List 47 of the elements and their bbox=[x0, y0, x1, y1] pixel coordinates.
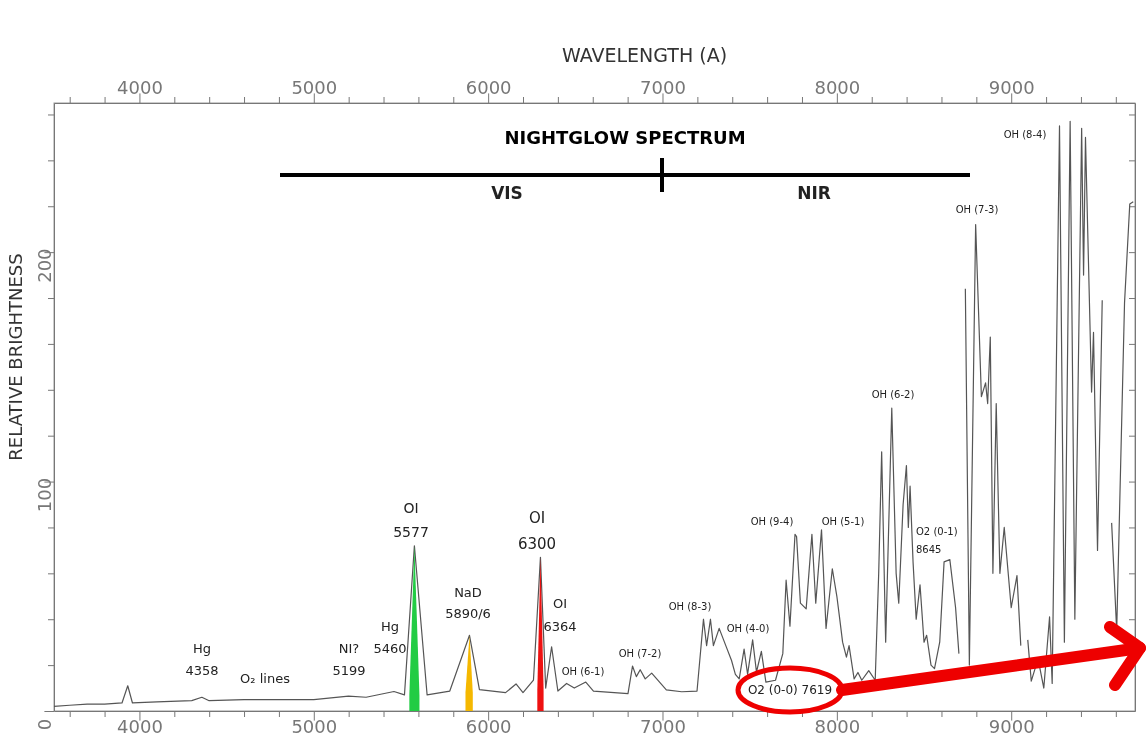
annotation: NI? bbox=[338, 640, 360, 656]
annotation: 5890/6 bbox=[445, 605, 491, 621]
x2-tick-label: 8000 bbox=[814, 77, 861, 98]
annotation: Hg bbox=[380, 618, 400, 634]
annotation: O2 (0-1) bbox=[916, 525, 958, 537]
x-tick-label: 6000 bbox=[465, 715, 512, 737]
x2-tick-label: 4000 bbox=[117, 77, 163, 98]
annotation: OH (7-2) bbox=[618, 647, 662, 659]
annotation: OI bbox=[528, 509, 546, 528]
annotation: 5460 bbox=[373, 640, 407, 656]
annotation: OH (6-1) bbox=[561, 665, 605, 677]
x2-tick-label: 5000 bbox=[291, 77, 338, 98]
x-tick-label: 9000 bbox=[988, 715, 1035, 737]
annotation: 6364 bbox=[543, 618, 577, 634]
annotation: 4358 bbox=[185, 662, 219, 678]
annotation: Hg bbox=[192, 640, 212, 656]
annotation: OH (8-4) bbox=[1003, 128, 1047, 140]
y-axis-title: RELATIVE BRIGHTNESS bbox=[5, 253, 26, 461]
x-tick-label: 7000 bbox=[640, 715, 686, 737]
annotation: VIS bbox=[491, 182, 523, 203]
x2-tick-label: 9000 bbox=[988, 77, 1035, 98]
annotation: O2 (0-0) 7619 bbox=[747, 683, 833, 698]
annotation: NIR bbox=[797, 182, 831, 203]
x-tick-label: 8000 bbox=[814, 715, 861, 737]
x2-axis-title: WAVELENGTH (A) bbox=[561, 44, 728, 66]
annotation: 8645 bbox=[916, 543, 942, 555]
y-tick-label: 0 bbox=[34, 718, 56, 731]
annotation: OH (6-2) bbox=[871, 388, 915, 400]
annotation: 5577 bbox=[393, 523, 429, 540]
x2-tick-label: 7000 bbox=[640, 77, 686, 98]
annotation: OH (8-3) bbox=[668, 600, 712, 612]
annotation: OH (4-0) bbox=[726, 622, 770, 634]
x-tick-label: 4000 bbox=[117, 715, 163, 737]
annotation: NaD bbox=[454, 584, 482, 600]
y-tick-label: 200 bbox=[34, 248, 56, 283]
x-tick-label: 5000 bbox=[291, 715, 338, 737]
annotation: OH (9-4) bbox=[750, 515, 794, 527]
annotation: OI bbox=[552, 595, 568, 611]
annotation: OI bbox=[403, 499, 419, 516]
annotation: 6300 bbox=[517, 535, 557, 554]
x2-tick-label: 6000 bbox=[465, 77, 512, 98]
y-tick-label: 100 bbox=[34, 477, 56, 513]
text: NIGHTGLOW SPECTRUM bbox=[504, 127, 746, 148]
annotation: OH (7-3) bbox=[955, 203, 999, 215]
annotation: OH (5-1) bbox=[821, 515, 865, 527]
annotation: 5199 bbox=[332, 662, 366, 678]
annotation: O₂ lines bbox=[240, 670, 291, 686]
